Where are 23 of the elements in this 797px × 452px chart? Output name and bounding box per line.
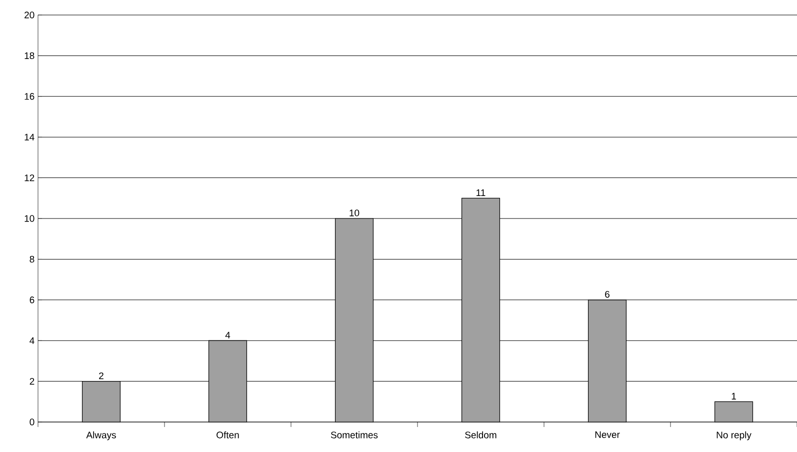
y-tick-label: 12 <box>24 174 34 182</box>
x-tick-label: No reply <box>716 431 752 440</box>
y-tick-label: 0 <box>30 418 34 426</box>
data-label: 4 <box>225 332 230 338</box>
y-tick-label: 6 <box>30 296 34 304</box>
data-label: 1 <box>732 392 736 400</box>
y-tick-label: 18 <box>24 52 34 60</box>
y-tick-label: 16 <box>24 93 34 100</box>
x-tick-label: Sometimes <box>330 431 378 438</box>
data-label: 6 <box>605 290 610 298</box>
y-tick-label: 10 <box>24 215 34 222</box>
y-tick-label: 14 <box>24 134 34 140</box>
y-tick-label: 8 <box>30 256 34 263</box>
data-label: 2 <box>99 372 104 380</box>
data-label: 10 <box>350 210 360 216</box>
y-tick-label: 20 <box>24 12 34 18</box>
x-tick-label: Often <box>216 431 239 438</box>
y-tick-label: 4 <box>30 337 34 344</box>
x-tick-label: Always <box>86 431 116 440</box>
y-tick-label: 2 <box>30 378 34 385</box>
x-tick-label: Seldom <box>465 431 496 438</box>
data-label: 11 <box>476 189 486 196</box>
x-tick-label: Never <box>595 431 620 438</box>
